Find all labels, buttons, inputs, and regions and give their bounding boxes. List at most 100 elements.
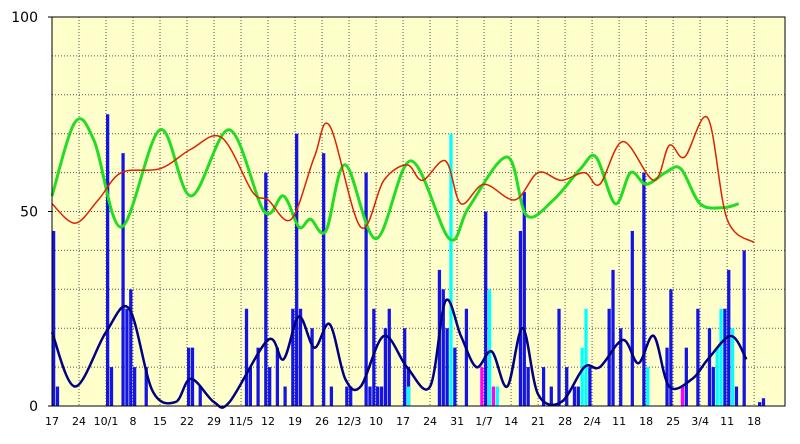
bar — [696, 308, 700, 406]
bar — [642, 172, 646, 406]
bar — [125, 308, 129, 406]
bar — [611, 269, 615, 406]
x-tick-label: 24 — [423, 415, 437, 428]
bar — [52, 230, 56, 406]
bar — [719, 308, 723, 406]
x-tick-label: 15 — [153, 415, 167, 428]
bar — [121, 153, 125, 406]
y-tick-label: 100 — [11, 10, 38, 26]
x-tick-label: 18 — [639, 415, 653, 428]
bar — [322, 153, 326, 406]
bar — [576, 386, 580, 406]
x-tick-label: 11/5 — [229, 415, 254, 428]
bar — [264, 172, 268, 406]
bar — [449, 133, 453, 406]
bar — [742, 250, 746, 406]
x-tick-label: 2/4 — [583, 415, 601, 428]
bar — [757, 402, 762, 406]
bar — [646, 367, 650, 406]
bar — [619, 328, 623, 406]
bar — [522, 192, 526, 406]
bar — [256, 347, 260, 406]
x-tick-label: 29 — [207, 415, 221, 428]
bar — [445, 328, 449, 406]
x-tick-label: 28 — [558, 415, 572, 428]
bar — [630, 230, 634, 406]
bar — [484, 211, 488, 406]
bar — [541, 367, 546, 406]
bar — [190, 347, 195, 406]
x-tick-label: 3/4 — [691, 415, 709, 428]
bar — [715, 347, 719, 406]
x-tick-label: 21 — [531, 415, 545, 428]
bar — [283, 386, 287, 406]
bar — [387, 308, 391, 406]
x-tick-label: 12/3 — [337, 415, 362, 428]
bar — [565, 367, 569, 406]
y-tick-label: 0 — [29, 399, 38, 415]
x-tick-label: 10/1 — [94, 415, 119, 428]
bar — [669, 289, 673, 406]
bar — [403, 328, 407, 406]
x-tick-label: 11 — [612, 415, 626, 428]
bar — [244, 308, 249, 406]
bar — [345, 386, 349, 406]
x-tick-label: 17 — [45, 415, 59, 428]
bar — [526, 367, 530, 406]
bar — [364, 172, 368, 406]
bar — [133, 367, 137, 406]
bar — [248, 367, 253, 406]
x-tick-label: 10 — [369, 415, 383, 428]
x-tick-label: 14 — [504, 415, 518, 428]
bar — [730, 328, 735, 406]
bar — [684, 347, 688, 406]
bar — [453, 347, 457, 406]
bar — [557, 308, 561, 406]
bar — [665, 347, 669, 406]
x-tick-label: 11 — [720, 415, 734, 428]
bar — [275, 347, 280, 406]
bar — [480, 367, 484, 406]
bar — [329, 386, 334, 406]
bar — [584, 308, 588, 406]
bar — [383, 328, 388, 406]
bar — [761, 398, 766, 406]
bar — [349, 386, 353, 406]
bar — [580, 347, 584, 406]
bar — [518, 230, 523, 406]
bar — [310, 328, 314, 406]
bar — [680, 386, 685, 406]
x-tick-label: 12 — [261, 415, 275, 428]
x-tick-label: 1/7 — [475, 415, 493, 428]
bar — [495, 386, 499, 406]
bar — [723, 308, 727, 406]
x-tick-label: 22 — [180, 415, 194, 428]
x-tick-label: 25 — [666, 415, 680, 428]
bar — [291, 308, 295, 406]
bar — [144, 367, 148, 406]
x-tick-label: 19 — [288, 415, 302, 428]
bar — [376, 386, 380, 406]
bar — [464, 308, 469, 406]
bar — [55, 386, 60, 406]
bar — [549, 386, 553, 406]
x-tick-label: 24 — [72, 415, 86, 428]
bar — [711, 367, 715, 406]
x-tick-label: 31 — [450, 415, 464, 428]
bar — [268, 367, 272, 406]
bar — [368, 386, 372, 406]
bar — [129, 289, 133, 406]
bar — [379, 386, 384, 406]
y-tick-label: 50 — [20, 205, 38, 221]
bar — [491, 386, 496, 406]
bar — [588, 367, 592, 406]
bar — [487, 289, 492, 406]
x-tick-label: 8 — [130, 415, 137, 428]
x-tick-label: 18 — [747, 415, 761, 428]
bar — [406, 386, 411, 406]
bar — [109, 367, 114, 406]
bar — [198, 386, 202, 406]
bar — [298, 308, 303, 406]
line — [51, 115, 755, 244]
